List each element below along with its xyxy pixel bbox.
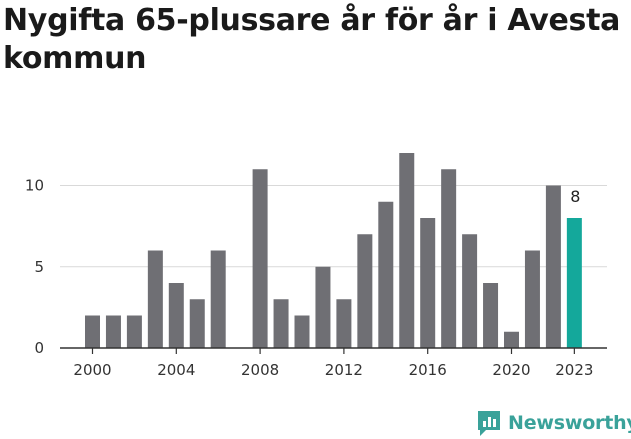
bar-2004[interactable] bbox=[168, 283, 184, 348]
bar-2020[interactable] bbox=[504, 331, 519, 348]
x-tick-label: 2008 bbox=[241, 361, 279, 379]
bar-2015[interactable] bbox=[399, 153, 415, 348]
bar-2008[interactable] bbox=[252, 169, 268, 348]
bar-2006[interactable] bbox=[210, 250, 226, 349]
x-tick-label: 2020 bbox=[492, 361, 530, 379]
y-tick-label: 5 bbox=[34, 258, 44, 276]
x-tick-label: 2000 bbox=[73, 361, 111, 379]
brand-name: Newsworthy bbox=[508, 412, 631, 434]
x-tick-label: 2023 bbox=[555, 361, 593, 379]
bar-2021[interactable] bbox=[524, 250, 540, 349]
bar-2010[interactable] bbox=[294, 315, 310, 349]
bar-2012[interactable] bbox=[336, 299, 352, 348]
bar-2017[interactable] bbox=[441, 169, 457, 348]
highlight-value-label: 8 bbox=[570, 187, 580, 206]
bar-2002[interactable] bbox=[126, 315, 142, 349]
bar-2019[interactable] bbox=[483, 283, 499, 348]
bar-2022[interactable] bbox=[545, 185, 561, 349]
bar-2005[interactable] bbox=[189, 299, 205, 348]
newsworthy-logo-icon bbox=[478, 411, 500, 436]
bars bbox=[85, 153, 582, 348]
bar-2009[interactable] bbox=[273, 299, 289, 348]
bar-2003[interactable] bbox=[147, 250, 163, 349]
y-tick-label: 10 bbox=[25, 177, 44, 195]
y-axis-ticks: 0 5 10 bbox=[25, 177, 44, 358]
newsworthy-brand[interactable]: Newsworthy bbox=[476, 408, 631, 438]
x-tick-label: 2004 bbox=[157, 361, 195, 379]
bar-2018[interactable] bbox=[462, 234, 478, 348]
bar-2023[interactable] bbox=[566, 218, 582, 348]
x-axis-ticks: 2000 2004 2008 2012 2016 2020 2023 bbox=[73, 348, 593, 379]
bar-2000[interactable] bbox=[85, 315, 100, 349]
bar-2016[interactable] bbox=[420, 218, 436, 348]
chart-title: Nygifta 65-plussare år för år i Avesta k… bbox=[3, 3, 621, 76]
x-tick-label: 2016 bbox=[409, 361, 447, 379]
x-tick-label: 2012 bbox=[325, 361, 363, 379]
bar-2001[interactable] bbox=[105, 315, 121, 349]
bar-2013[interactable] bbox=[357, 234, 373, 348]
y-tick-label: 0 bbox=[34, 339, 44, 357]
bar-2014[interactable] bbox=[378, 201, 394, 348]
bar-2011[interactable] bbox=[315, 266, 331, 348]
